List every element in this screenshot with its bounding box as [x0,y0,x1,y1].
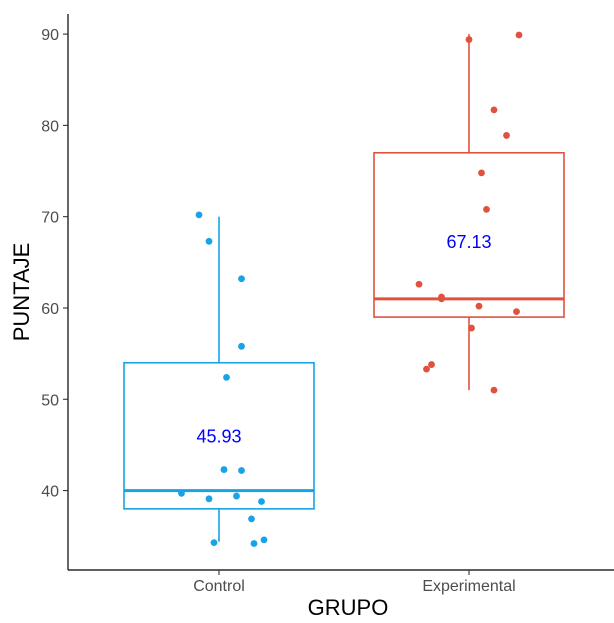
data-point [258,498,265,505]
y-tick-label: 70 [41,210,59,227]
data-point [503,132,510,139]
data-point [250,540,258,547]
box [373,151,565,318]
y-tick-label: 60 [41,301,59,318]
data-point [205,495,213,503]
y-axis-title: PUNTAJE [9,243,34,342]
data-point [490,106,498,114]
x-tick-label: Experimental [422,578,515,595]
data-point [483,205,490,213]
data-point [513,308,520,316]
box-group-control: 45.93 [123,211,315,547]
axes: 40 50 60 70 80 90 Control Experimental [41,14,614,595]
data-point [220,466,228,473]
data-point [205,237,213,245]
data-point [260,536,268,544]
data-point [238,342,245,350]
data-point [238,467,245,474]
data-point [478,169,485,177]
data-point [248,515,255,523]
mean-label: 67.13 [446,232,491,252]
data-point [238,275,245,283]
y-tick-label: 50 [41,392,59,409]
mean-label: 45.93 [196,427,241,447]
data-point [233,492,240,500]
y-tick-label: 90 [41,27,59,44]
data-point [178,489,185,497]
data-point [195,211,203,219]
data-point [490,386,498,394]
box [123,361,315,510]
data-point [210,539,218,547]
x-axis-title: GRUPO [308,595,389,620]
y-tick-label: 80 [41,118,59,135]
data-point [423,365,430,373]
data-point [415,280,423,288]
data-point [475,302,483,310]
box-group-experimental: 67.13 [373,31,565,394]
data-point [465,36,473,43]
data-point [515,31,523,39]
data-point [438,295,445,303]
data-point [468,324,475,332]
plot-area: 45.93 67.13 [123,31,565,547]
data-point [223,373,230,381]
x-tick-label: Control [193,578,245,595]
y-tick-label: 40 [41,484,59,501]
data-point [428,361,435,368]
